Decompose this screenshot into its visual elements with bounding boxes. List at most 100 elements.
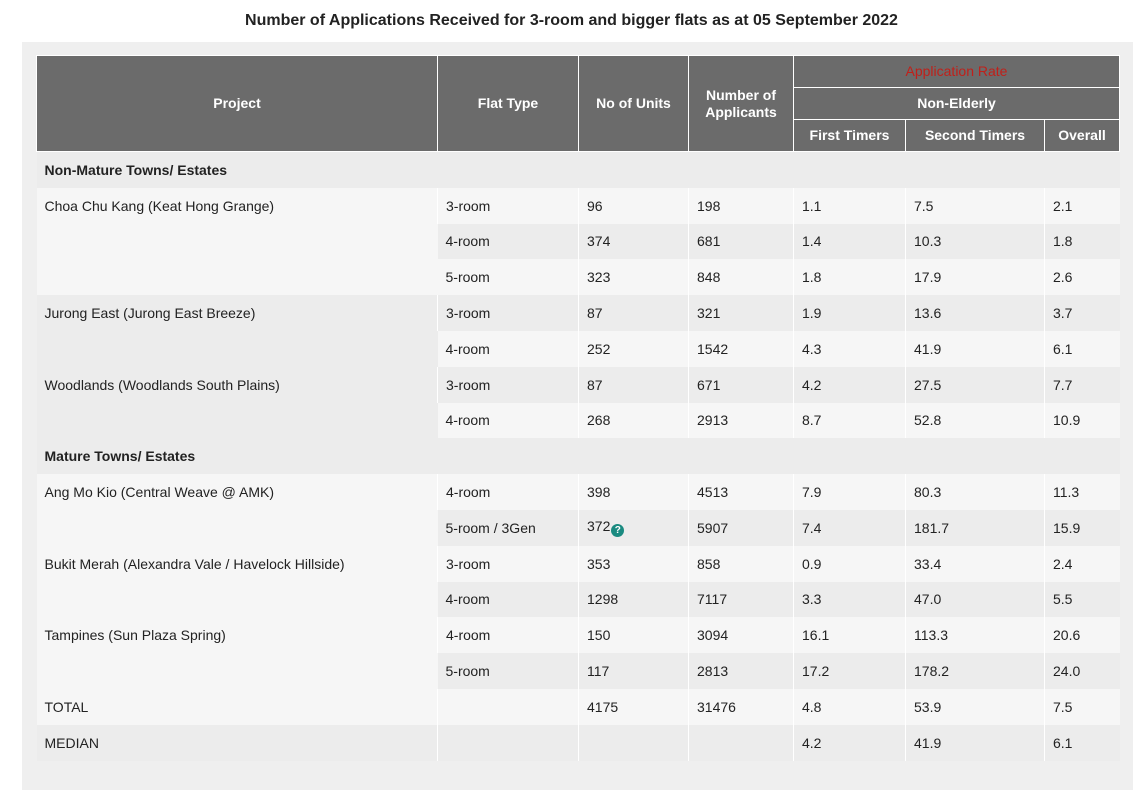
units-cell: 398 <box>578 474 689 510</box>
second-timers-cell: 27.5 <box>905 366 1045 403</box>
second-timers-cell: 17.9 <box>905 259 1045 296</box>
applications-table: Project Flat Type No of Units Number of … <box>36 55 1120 761</box>
applicants-cell: 4513 <box>688 474 794 510</box>
applicants-cell: 31476 <box>688 688 794 725</box>
flat-type-cell <box>437 688 579 725</box>
header-no-of-units: No of Units <box>578 55 689 152</box>
project-cell: Woodlands (Woodlands South Plains) <box>36 366 438 439</box>
applicants-cell: 1542 <box>688 330 794 367</box>
second-timers-cell: 41.9 <box>905 330 1045 367</box>
overall-cell: 7.7 <box>1044 366 1120 403</box>
header-overall: Overall <box>1044 119 1120 152</box>
first-timers-cell: 3.3 <box>793 581 906 618</box>
table-row: 5-room 323 848 1.8 17.9 2.6 <box>37 259 1120 296</box>
units-cell: 87 <box>578 366 689 403</box>
first-timers-cell: 7.4 <box>793 509 906 546</box>
table-row: 4-room 374 681 1.4 10.3 1.8 <box>37 223 1120 260</box>
project-cell: Tampines (Sun Plaza Spring) <box>36 617 438 689</box>
section-row: Non-Mature Towns/ Estates <box>36 151 1120 188</box>
flat-type-cell: 4-room <box>437 330 579 367</box>
header-second-timers: Second Timers <box>905 119 1045 152</box>
table-row: 4-room 268 2913 8.7 52.8 10.9 <box>37 402 1120 439</box>
section-non-mature: Non-Mature Towns/ Estates <box>36 151 1120 188</box>
first-timers-cell: 4.2 <box>793 724 906 761</box>
flat-type-cell: 3-room <box>437 366 579 403</box>
overall-cell: 7.5 <box>1044 688 1120 725</box>
second-timers-cell: 41.9 <box>905 724 1045 761</box>
overall-cell: 6.1 <box>1044 724 1120 761</box>
units-value: 372 <box>587 518 611 535</box>
total-label: TOTAL <box>36 688 438 725</box>
table-row: Choa Chu Kang (Keat Hong Grange) 3-room … <box>36 187 1120 296</box>
second-timers-cell: 80.3 <box>905 474 1045 510</box>
first-timers-cell: 1.9 <box>793 295 906 331</box>
flat-type-cell: 3-room <box>437 545 579 582</box>
overall-cell: 15.9 <box>1044 509 1120 546</box>
applicants-cell: 2913 <box>688 402 794 439</box>
applicants-cell: 7117 <box>688 581 794 618</box>
units-cell: 252 <box>578 330 689 367</box>
table-row: 4-room 252 1542 4.3 41.9 6.1 <box>37 330 1120 367</box>
overall-cell: 1.8 <box>1044 223 1120 260</box>
applicants-cell: 681 <box>688 223 794 260</box>
units-cell <box>578 724 689 761</box>
second-timers-cell: 7.5 <box>905 187 1045 224</box>
second-timers-cell: 53.9 <box>905 688 1045 725</box>
header-application-rate: Application Rate <box>793 55 1120 88</box>
units-cell: 117 <box>578 653 689 689</box>
header-project: Project <box>36 55 438 152</box>
applicants-cell: 321 <box>688 295 794 331</box>
section-row: Mature Towns/ Estates <box>36 438 1120 475</box>
applicants-cell: 858 <box>688 545 794 582</box>
first-timers-cell: 4.2 <box>793 366 906 403</box>
second-timers-cell: 47.0 <box>905 581 1045 618</box>
applicants-cell <box>688 724 794 761</box>
info-icon[interactable]: ? <box>611 524 625 538</box>
section-mature: Mature Towns/ Estates <box>36 438 1120 475</box>
units-cell: 372? <box>578 509 689 546</box>
flat-type-cell: 3-room <box>437 187 579 224</box>
units-cell: 96 <box>578 187 689 224</box>
table-row: Jurong East (Jurong East Breeze) 3-room … <box>36 295 1120 367</box>
median-label: MEDIAN <box>36 724 438 761</box>
table-row: 5-room / 3Gen 372? 5907 7.4 181.7 15.9 <box>37 509 1120 546</box>
table-row: Tampines (Sun Plaza Spring) 4-room 150 3… <box>36 617 1120 689</box>
second-timers-cell: 181.7 <box>905 509 1045 546</box>
flat-type-cell: 4-room <box>437 223 579 260</box>
applicants-cell: 2813 <box>688 653 794 689</box>
applicants-cell: 198 <box>688 187 794 224</box>
total-row: TOTAL 4175 31476 4.8 53.9 7.5 <box>36 688 1120 725</box>
units-cell: 374 <box>578 223 689 260</box>
project-cell: Ang Mo Kio (Central Weave @ AMK) <box>36 474 438 546</box>
table-row: 5-room 117 2813 17.2 178.2 24.0 <box>37 653 1120 689</box>
first-timers-cell: 17.2 <box>793 653 906 689</box>
overall-cell: 24.0 <box>1044 653 1120 689</box>
second-timers-cell: 178.2 <box>905 653 1045 689</box>
overall-cell: 2.1 <box>1044 187 1120 224</box>
header-number-of-applicants: Number of Applicants <box>688 55 794 152</box>
overall-cell: 20.6 <box>1044 617 1120 654</box>
first-timers-cell: 0.9 <box>793 545 906 582</box>
first-timers-cell: 7.9 <box>793 474 906 510</box>
units-cell: 4175 <box>578 688 689 725</box>
project-cell: Bukit Merah (Alexandra Vale / Havelock H… <box>36 545 438 618</box>
page-title: Number of Applications Received for 3-ro… <box>245 12 898 29</box>
applicants-cell: 5907 <box>688 509 794 546</box>
applicants-cell: 3094 <box>688 617 794 654</box>
flat-type-cell: 4-room <box>437 474 579 510</box>
project-cell: Jurong East (Jurong East Breeze) <box>36 295 438 367</box>
second-timers-cell: 13.6 <box>905 295 1045 331</box>
table-row: 4-room 1298 7117 3.3 47.0 5.5 <box>37 581 1120 618</box>
second-timers-cell: 52.8 <box>905 402 1045 439</box>
second-timers-cell: 33.4 <box>905 545 1045 582</box>
first-timers-cell: 4.8 <box>793 688 906 725</box>
overall-cell: 2.4 <box>1044 545 1120 582</box>
header-first-timers: First Timers <box>793 119 906 152</box>
flat-type-cell: 5-room <box>437 259 579 296</box>
units-cell: 87 <box>578 295 689 331</box>
first-timers-cell: 8.7 <box>793 402 906 439</box>
first-timers-cell: 1.1 <box>793 187 906 224</box>
flat-type-cell: 5-room <box>437 653 579 689</box>
overall-cell: 10.9 <box>1044 402 1120 439</box>
units-cell: 150 <box>578 617 689 654</box>
